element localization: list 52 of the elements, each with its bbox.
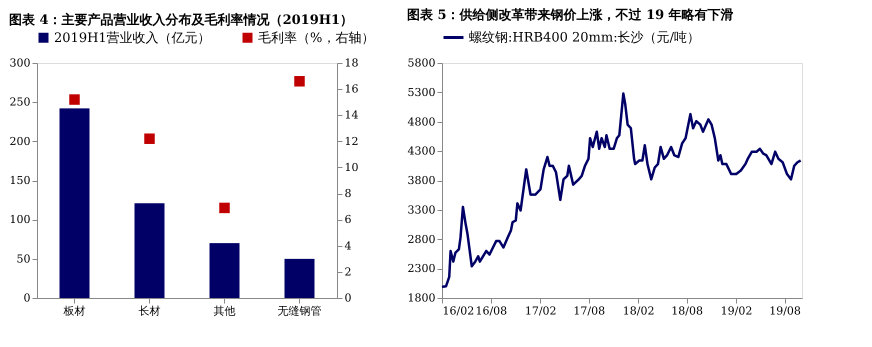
y-tick-label: 100 — [10, 213, 30, 226]
y2-tick-label: 18 — [344, 56, 358, 70]
y-tick-label: 300 — [10, 56, 30, 70]
y-tick-label: 0 — [24, 292, 30, 304]
x-tick-label: 19/02 — [720, 304, 752, 318]
x-tick-label: 长材 — [138, 304, 160, 318]
y2-tick-label: 4 — [344, 239, 352, 252]
y-tick-label: 250 — [10, 96, 30, 109]
bar — [210, 243, 240, 298]
x-tick-label: 18/08 — [671, 304, 703, 318]
x-tick-label: 16/08 — [475, 304, 508, 318]
point — [144, 133, 155, 144]
x-tick-label: 无缝钢管 — [278, 304, 322, 318]
y2-tick-label: 0 — [344, 292, 352, 304]
x-tick-label: 17/08 — [573, 304, 606, 318]
y-tick-label: 50 — [16, 252, 30, 266]
y2-tick-label: 8 — [344, 187, 352, 200]
x-tick-label: 17/02 — [524, 304, 557, 318]
y-tick-label: 200 — [10, 134, 30, 148]
y2-tick-label: 14 — [344, 108, 358, 122]
bar — [134, 203, 164, 298]
y-tick-label: 2300 — [408, 262, 436, 276]
legend-label: 毛利率（%，右轴） — [258, 30, 374, 46]
y-tick-label: 150 — [10, 174, 30, 187]
x-tick-label: 16/02 — [442, 304, 474, 318]
y2-tick-label: 16 — [344, 82, 358, 96]
bar — [284, 258, 314, 298]
bar — [60, 108, 90, 298]
chart-title: 图表 4：主要产品营业收入分布及毛利率情况（2019H1） — [9, 12, 354, 28]
y-tick-label: 3800 — [408, 174, 436, 187]
x-tick-label: 18/02 — [622, 304, 654, 318]
y-tick-label: 2800 — [408, 232, 436, 246]
x-tick-label: 其他 — [214, 304, 236, 318]
point — [294, 76, 305, 87]
y-tick-label: 5800 — [408, 56, 436, 70]
y2-tick-label: 10 — [344, 160, 358, 174]
legend-label: 2019H1营业收入（亿元） — [54, 30, 211, 46]
legend-label: 螺纹钢:HRB400 20mm:长沙（元/吨） — [469, 30, 700, 46]
y2-tick-label: 2 — [344, 265, 352, 278]
point — [219, 202, 230, 214]
line-series — [440, 92, 802, 288]
y-tick-label: 1800 — [408, 292, 436, 304]
y-tick-label: 4800 — [408, 115, 436, 128]
x-tick-label: 19/08 — [769, 304, 801, 318]
y-tick-label: 5300 — [408, 86, 436, 99]
point — [69, 94, 80, 105]
y2-tick-label: 6 — [344, 213, 352, 226]
x-tick-label: 板材 — [62, 304, 86, 318]
chart-title: 图表 5：供给侧改革带来钢价上涨，不过 19 年略有下滑 — [407, 8, 734, 23]
y2-tick-label: 12 — [344, 134, 358, 148]
y-tick-label: 3300 — [408, 203, 436, 216]
y-tick-label: 4300 — [408, 144, 436, 158]
